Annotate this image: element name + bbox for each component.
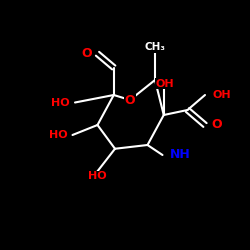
Text: O: O <box>82 47 92 60</box>
Text: HO: HO <box>88 171 107 181</box>
Text: OH: OH <box>212 90 231 100</box>
Text: HO: HO <box>51 98 70 108</box>
Text: HO: HO <box>49 130 68 140</box>
Text: OH: OH <box>156 79 174 89</box>
Text: O: O <box>125 94 135 106</box>
Text: NH: NH <box>170 148 191 162</box>
Text: O: O <box>211 118 222 132</box>
Text: CH₃: CH₃ <box>144 42 166 52</box>
